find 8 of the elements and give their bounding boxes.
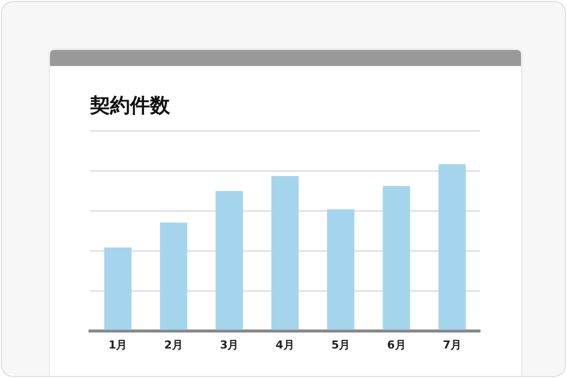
x-tick-label: 4月	[276, 338, 294, 352]
x-tick-label: 5月	[331, 338, 350, 352]
x-tick-label: 3月	[220, 338, 239, 352]
x-tick-label: 6月	[387, 338, 406, 352]
x-tick-label: 1月	[108, 338, 128, 352]
chart-title: 契約件数	[90, 92, 170, 119]
x-tick-label: 2月	[164, 338, 183, 352]
x-tick-label: 7月	[442, 338, 462, 352]
